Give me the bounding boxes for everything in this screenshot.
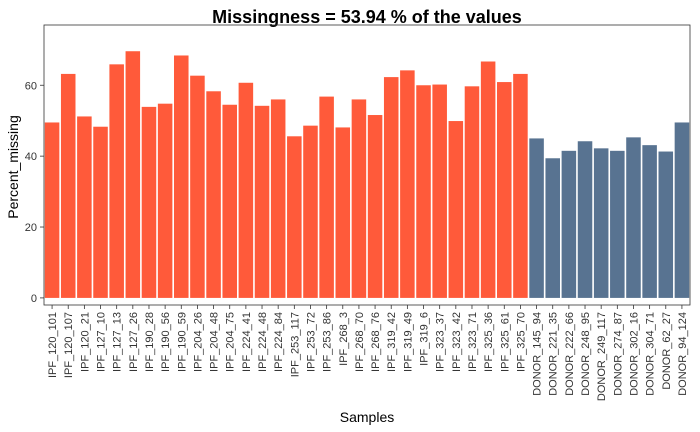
bar [206, 91, 221, 298]
x-tick-label: DONOR_304_71 [645, 312, 657, 396]
bar [335, 127, 351, 298]
plot-area: 0 20 40 60 IPF_120_101 IPF_120_107 IPF_120_21 I… [25, 24, 691, 401]
x-tick-label: IPF_268_3 [338, 312, 350, 366]
x-tick-label: DONOR_302_16 [628, 312, 640, 396]
bar [642, 145, 657, 298]
bar [141, 106, 157, 298]
x-tick-label: IPF_224_84 [273, 312, 285, 372]
x-tick-label: IPF_323_71 [467, 312, 479, 372]
bar [577, 141, 593, 298]
bar [270, 99, 286, 298]
x-tick-label: IPF_325_36 [483, 312, 495, 372]
bar [593, 148, 609, 298]
bar [626, 137, 641, 298]
plot-border [43, 24, 691, 306]
bar [190, 75, 205, 298]
x-axis-title: Samples [340, 409, 394, 425]
x-tick-label: IPF_190_59 [176, 312, 188, 372]
x-tick-label: DONOR_145_94 [532, 312, 544, 396]
x-tick-label: DONOR_94_124 [677, 312, 689, 396]
bar [287, 136, 302, 298]
y-tick-label: 20 [25, 222, 37, 234]
bar [125, 51, 141, 298]
x-tick-label: IPF_253_86 [322, 312, 334, 372]
bar [464, 86, 480, 298]
bar [674, 122, 690, 298]
bar [254, 105, 270, 298]
y-tick-label: 40 [25, 151, 37, 163]
x-tick-label: IPF_120_101 [47, 312, 59, 378]
y-tick-label: 60 [25, 80, 37, 92]
bar [400, 70, 415, 298]
bar [480, 61, 496, 298]
bar [658, 151, 674, 298]
bar [529, 138, 544, 298]
bar [448, 121, 464, 298]
bar [157, 103, 173, 298]
bar [93, 126, 108, 298]
x-tick-label: DONOR_249_117 [596, 312, 608, 401]
x-tick-label: IPF_319_42 [386, 312, 398, 372]
x-tick-label: DONOR_222_66 [564, 312, 576, 396]
x-tick-label: IPF_120_21 [79, 312, 91, 372]
bar [174, 55, 189, 298]
bar [497, 82, 512, 298]
x-tick-label: IPF_319_6 [419, 312, 431, 366]
bar [416, 85, 431, 298]
x-tick-label: IPF_224_41 [241, 312, 253, 372]
bar [319, 96, 334, 298]
x-tick-label: IPF_204_48 [209, 312, 221, 372]
x-tick-label: IPF_325_70 [515, 312, 527, 372]
bar [77, 116, 92, 298]
bar [432, 84, 447, 298]
bar [351, 99, 367, 298]
bar [367, 115, 383, 298]
x-tick-label: IPF_323_42 [451, 312, 463, 372]
x-tick-label: IPF_127_10 [96, 312, 108, 372]
bar [545, 158, 560, 298]
x-tick-label: IPF_319_49 [402, 312, 414, 372]
bar [109, 64, 124, 298]
bar [238, 82, 254, 298]
y-tick-label: 0 [31, 293, 37, 305]
chart-title: Missingness = 53.94 % of the values [212, 7, 522, 27]
x-tick-label: IPF_253_72 [305, 312, 317, 372]
x-tick-label: IPF_268_70 [354, 312, 366, 372]
bar [513, 73, 528, 298]
x-tick-label: IPF_253_117 [289, 312, 301, 377]
x-tick-label: IPF_325_61 [499, 312, 511, 372]
x-tick-label: IPF_268_76 [370, 312, 382, 372]
bar [222, 104, 237, 298]
x-tick-label: DONOR_62_27 [661, 312, 673, 390]
x-tick-label: IPF_323_37 [435, 312, 447, 372]
x-tick-label: IPF_224_48 [257, 312, 269, 372]
y-axis-title: Percent_missing [5, 115, 21, 219]
bar [60, 73, 76, 298]
bar [44, 122, 60, 298]
x-tick-label: IPF_120_107 [63, 312, 75, 378]
bar [303, 125, 318, 298]
x-tick-label: DONOR_221_35 [548, 312, 560, 396]
x-tick-label: IPF_204_75 [225, 312, 237, 372]
bar [561, 150, 577, 298]
x-tick-label: IPF_127_26 [128, 312, 140, 372]
x-tick-label: IPF_190_56 [160, 312, 172, 372]
x-tick-label: IPF_204_26 [192, 312, 204, 372]
bar [383, 77, 399, 298]
bar [610, 150, 625, 298]
x-tick-label: IPF_127_13 [112, 312, 124, 372]
x-tick-label: DONOR_248_95 [580, 312, 592, 396]
x-tick-label: IPF_190_28 [144, 312, 156, 372]
x-tick-label: DONOR_274_87 [612, 312, 624, 396]
